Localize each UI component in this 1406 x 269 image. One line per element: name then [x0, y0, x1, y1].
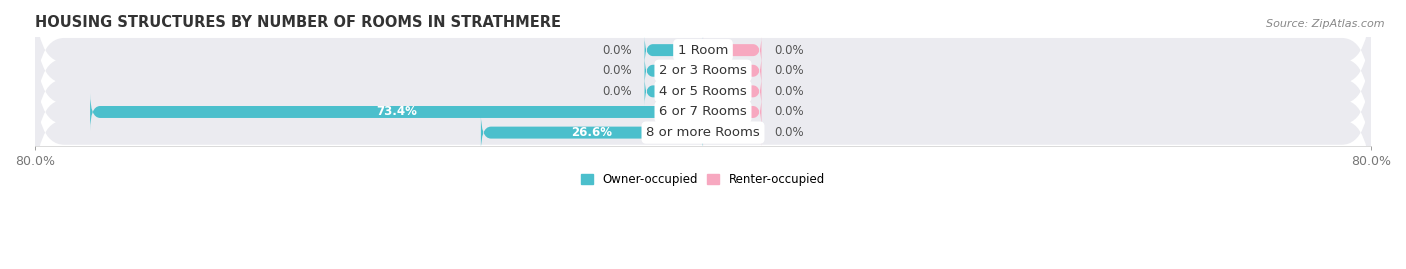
FancyBboxPatch shape [703, 97, 762, 127]
Text: 0.0%: 0.0% [602, 44, 633, 57]
Text: 1 Room: 1 Room [678, 44, 728, 57]
Text: 0.0%: 0.0% [773, 126, 804, 139]
Text: 2 or 3 Rooms: 2 or 3 Rooms [659, 64, 747, 77]
Text: 4 or 5 Rooms: 4 or 5 Rooms [659, 85, 747, 98]
Text: 0.0%: 0.0% [602, 85, 633, 98]
FancyBboxPatch shape [481, 114, 703, 151]
Text: Source: ZipAtlas.com: Source: ZipAtlas.com [1267, 19, 1385, 29]
FancyBboxPatch shape [35, 11, 1371, 131]
Text: 6 or 7 Rooms: 6 or 7 Rooms [659, 105, 747, 118]
Text: 0.0%: 0.0% [773, 85, 804, 98]
FancyBboxPatch shape [703, 36, 762, 65]
FancyBboxPatch shape [644, 36, 703, 65]
FancyBboxPatch shape [644, 56, 703, 85]
FancyBboxPatch shape [644, 77, 703, 106]
Text: 0.0%: 0.0% [602, 64, 633, 77]
Text: 8 or more Rooms: 8 or more Rooms [647, 126, 759, 139]
Text: 26.6%: 26.6% [571, 126, 613, 139]
FancyBboxPatch shape [703, 118, 762, 147]
Text: 0.0%: 0.0% [773, 105, 804, 118]
Text: 0.0%: 0.0% [773, 64, 804, 77]
Text: 0.0%: 0.0% [773, 44, 804, 57]
FancyBboxPatch shape [35, 31, 1371, 151]
Text: 73.4%: 73.4% [377, 105, 418, 118]
FancyBboxPatch shape [35, 0, 1371, 110]
Text: HOUSING STRUCTURES BY NUMBER OF ROOMS IN STRATHMERE: HOUSING STRUCTURES BY NUMBER OF ROOMS IN… [35, 15, 561, 30]
FancyBboxPatch shape [35, 52, 1371, 172]
Legend: Owner-occupied, Renter-occupied: Owner-occupied, Renter-occupied [581, 173, 825, 186]
FancyBboxPatch shape [703, 56, 762, 85]
FancyBboxPatch shape [90, 93, 703, 131]
FancyBboxPatch shape [703, 77, 762, 106]
FancyBboxPatch shape [35, 73, 1371, 193]
